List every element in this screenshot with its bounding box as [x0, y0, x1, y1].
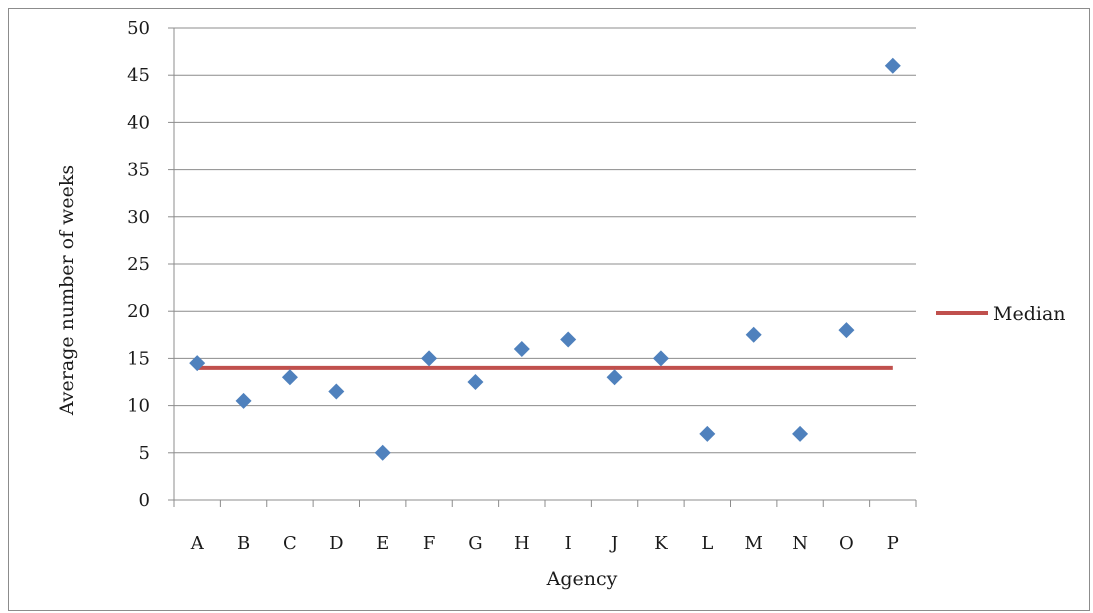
x-axis-title: Agency	[546, 568, 618, 590]
y-tick-label: 50	[127, 18, 150, 39]
y-tick-label: 30	[127, 207, 150, 228]
legend: Median	[936, 303, 1066, 325]
data-point-m	[745, 326, 762, 343]
x-tick-label: N	[792, 533, 808, 554]
data-point-j	[606, 369, 623, 386]
data-point-b	[235, 392, 252, 409]
x-tick-label: O	[839, 533, 854, 554]
data-point-o	[838, 322, 855, 339]
y-tick-label: 25	[127, 254, 150, 275]
data-point-d	[328, 383, 345, 400]
y-tick-label: 35	[127, 160, 150, 181]
data-point-p	[884, 57, 901, 74]
y-tick-label: 45	[127, 65, 150, 86]
x-tick-label: C	[283, 533, 297, 554]
data-point-i	[560, 331, 577, 348]
x-tick-label: F	[423, 533, 436, 554]
data-point-e	[374, 444, 391, 461]
axes: 0 5 10 15 20 25 30 35 40 45 50 A B C D E F G H I J K L M N O P	[127, 18, 917, 554]
x-tick-label: K	[654, 533, 668, 554]
x-tick-label: E	[376, 533, 389, 554]
data-point-l	[699, 425, 716, 442]
x-tick-label: H	[514, 533, 530, 554]
x-tick-label: A	[190, 533, 205, 554]
data-point-h	[513, 340, 530, 357]
y-tick-label: 40	[127, 112, 150, 133]
x-tick-label: L	[701, 533, 713, 554]
data-point-f	[421, 350, 438, 367]
data-point-g	[467, 374, 484, 390]
y-tick-label: 5	[139, 443, 150, 464]
data-point-k	[652, 350, 669, 367]
x-tick-label: I	[565, 533, 572, 554]
data-point-c	[281, 369, 298, 386]
x-tick-label: D	[329, 533, 343, 554]
y-tick-label: 20	[127, 301, 150, 322]
x-tick-label: G	[468, 533, 482, 554]
y-tick-label: 15	[127, 348, 150, 369]
data-points	[189, 57, 901, 461]
y-axis-title: Average number of weeks	[56, 165, 78, 416]
legend-label-median: Median	[993, 303, 1066, 325]
x-tick-label: P	[887, 533, 899, 554]
gridlines	[174, 27, 916, 454]
y-tick-label: 10	[127, 396, 150, 417]
x-tick-label: B	[237, 533, 250, 554]
data-point-n	[792, 425, 809, 442]
x-tick-label: J	[609, 533, 618, 554]
x-tick-label: M	[744, 533, 762, 554]
chart-frame	[8, 8, 1090, 611]
y-tick-label: 0	[139, 490, 150, 511]
data-point-a	[189, 355, 206, 372]
